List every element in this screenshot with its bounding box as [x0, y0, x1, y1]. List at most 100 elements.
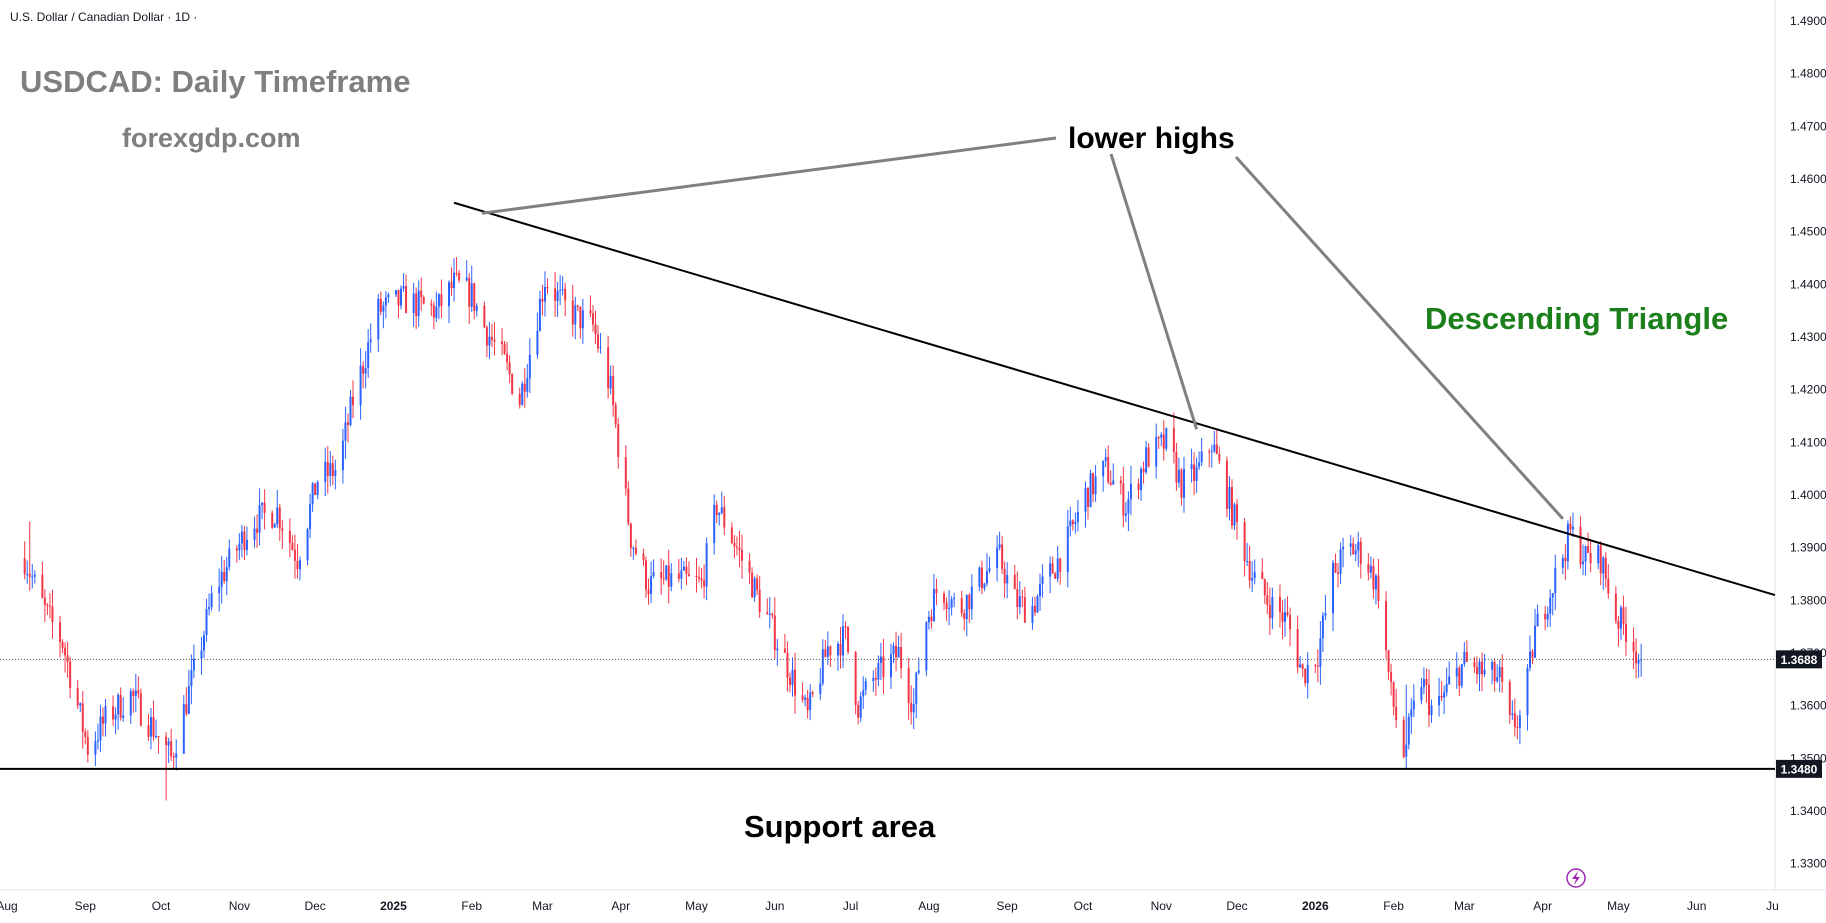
- candle-body: [493, 339, 496, 342]
- candle-body: [1402, 720, 1405, 757]
- candle-body: [465, 277, 468, 281]
- candle-body: [1632, 642, 1635, 652]
- candle-body: [185, 704, 188, 714]
- candle-body: [1319, 638, 1322, 667]
- candle-body: [927, 616, 930, 623]
- candle-body: [362, 365, 365, 374]
- lightning-icon[interactable]: [1566, 868, 1586, 888]
- candle-body: [647, 589, 650, 595]
- candle-body: [1551, 593, 1554, 598]
- y-tick-label: 1.4600: [1790, 172, 1826, 186]
- candle-body: [854, 651, 857, 705]
- candle-body: [634, 547, 637, 554]
- plot-area[interactable]: [0, 0, 1775, 890]
- candle-body: [1033, 605, 1036, 613]
- candle-body: [384, 297, 387, 306]
- candle-body: [293, 549, 296, 561]
- candle-body: [437, 294, 440, 307]
- candle-body: [61, 642, 64, 648]
- candle-body: [205, 609, 208, 636]
- candle-body: [1137, 483, 1140, 491]
- candle-body: [1124, 513, 1127, 516]
- candle-body: [907, 668, 910, 703]
- candle-body: [238, 543, 241, 551]
- candle-body: [417, 290, 420, 316]
- candle-body: [1430, 705, 1433, 716]
- candle-body: [488, 336, 491, 346]
- candle-body: [483, 305, 486, 328]
- candle-body: [1635, 651, 1638, 664]
- candle-body: [1531, 651, 1534, 658]
- x-tick-label: Dec: [304, 899, 325, 913]
- candle-body: [190, 670, 193, 687]
- candle-body: [1508, 681, 1511, 715]
- candle-body: [1321, 615, 1324, 639]
- candle-body: [1230, 486, 1233, 526]
- candle-body: [597, 334, 600, 349]
- candle-body: [766, 612, 769, 615]
- candle-body: [1107, 456, 1110, 483]
- candle-body: [1087, 487, 1090, 508]
- y-tick-label: 1.3900: [1790, 541, 1826, 555]
- candle-body: [1518, 715, 1521, 728]
- candle-body: [1013, 574, 1016, 590]
- candle-body: [705, 543, 708, 587]
- candle-body: [879, 656, 882, 663]
- candle-body: [1491, 662, 1494, 670]
- candle-body: [1377, 575, 1380, 602]
- candle-body: [1228, 486, 1231, 509]
- candle-body: [1140, 468, 1143, 491]
- candle-body: [455, 272, 458, 274]
- candle-body: [1213, 444, 1216, 452]
- candle-body: [1102, 460, 1105, 477]
- y-tick-label: 1.4100: [1790, 435, 1826, 449]
- lower-high-pointer: [1234, 155, 1564, 520]
- candle-body: [139, 693, 142, 726]
- candle-body: [677, 573, 680, 579]
- x-tick-label: Apr: [611, 899, 630, 913]
- candle-body: [804, 697, 807, 700]
- candle-body: [314, 483, 317, 495]
- descending-trendline[interactable]: [453, 201, 1776, 597]
- candle-body: [377, 298, 380, 340]
- candle-body: [733, 542, 736, 547]
- candle-body: [208, 607, 211, 610]
- candle-body: [1243, 522, 1246, 562]
- candle-body: [1445, 684, 1448, 693]
- candle-body: [1536, 613, 1539, 626]
- x-tick-label: Mar: [1454, 899, 1475, 913]
- candle-body: [1263, 579, 1266, 596]
- candle-body: [660, 572, 663, 579]
- candle-body: [756, 578, 759, 590]
- candle-body: [783, 648, 786, 653]
- lines-layer: [0, 136, 1776, 770]
- candle-body: [1604, 557, 1607, 579]
- candle-body: [59, 621, 62, 643]
- candle-body: [612, 375, 615, 405]
- candle-body: [1334, 562, 1337, 573]
- candle-body: [773, 615, 776, 651]
- time-axis[interactable]: Aug Sep Oct Nov Dec 2025 Feb Mar Apr May Jun Jul Aug…: [0, 899, 1779, 913]
- candle-body: [576, 305, 579, 307]
- candle-body: [624, 457, 627, 489]
- price-axis[interactable]: 1.4900 1.4800 1.4700 1.4600 1.4500 1.4400 1.43…: [1776, 14, 1826, 871]
- candle-body: [665, 565, 668, 580]
- symbol-header: U.S. Dollar / Canadian Dollar · 1D ·: [10, 10, 197, 24]
- x-tick-label: May: [685, 899, 708, 913]
- candle-body: [152, 717, 155, 737]
- candle-body: [298, 560, 301, 570]
- candle-body: [1385, 601, 1388, 651]
- candle-body: [518, 393, 521, 405]
- candle-body: [1349, 543, 1352, 547]
- candle-body: [263, 502, 266, 513]
- candle-body: [1127, 499, 1130, 514]
- candle-body: [543, 287, 546, 302]
- candle-body: [316, 481, 319, 495]
- candle-body: [930, 616, 933, 622]
- candle-body: [147, 725, 150, 737]
- y-tick-label: 1.4400: [1790, 277, 1826, 291]
- candle-body: [334, 470, 337, 477]
- candle-body: [948, 607, 951, 609]
